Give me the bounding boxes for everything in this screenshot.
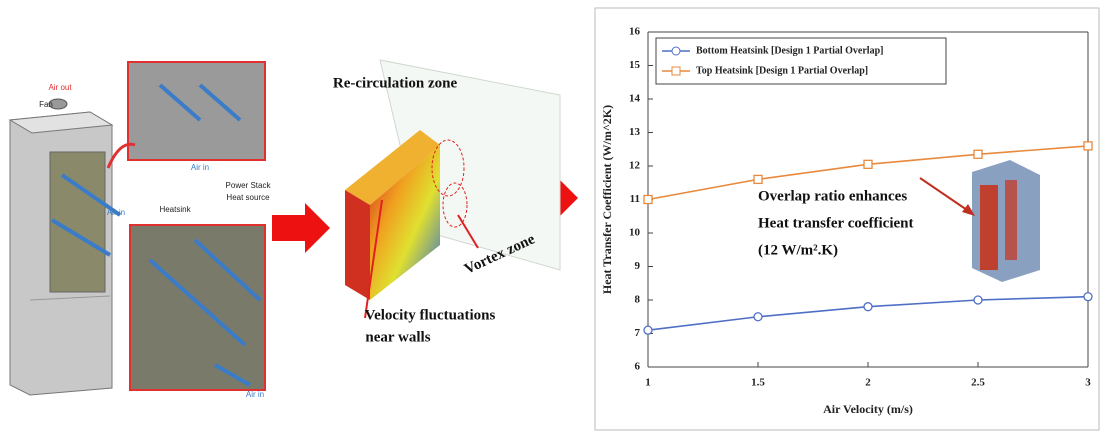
y-axis-title: Heat Transfer Coefficient (W/m^2K)	[600, 105, 614, 294]
legend-label: Top Heatsink [Design 1 Partial Overlap]	[696, 65, 868, 76]
cabinet-label: Air in	[107, 208, 125, 217]
cabinet-label: Air out	[48, 83, 72, 92]
x-tick-label: 3	[1085, 377, 1091, 389]
cfd-label: near walls	[365, 329, 430, 345]
y-tick-label: 13	[629, 126, 641, 138]
annotation: Heat transfer coefficient	[758, 215, 914, 231]
cabinet-label: Power Stack	[226, 181, 272, 190]
y-tick-label: 7	[635, 327, 641, 339]
annotation: Overlap ratio enhances	[758, 188, 907, 204]
y-tick-label: 16	[629, 26, 641, 38]
marker	[643, 325, 653, 335]
marker	[753, 312, 763, 322]
cabinet-illustration	[8, 61, 266, 396]
x-tick-label: 2.5	[971, 377, 985, 389]
marker	[643, 194, 653, 205]
x-tick-label: 1	[645, 377, 651, 389]
heatsink-inset	[972, 160, 1040, 282]
cfd-illustration	[345, 59, 561, 319]
legend-marker	[671, 46, 681, 56]
marker	[1083, 141, 1093, 151]
annotation: (12 W/m².K)	[758, 242, 838, 258]
y-tick-label: 6	[635, 361, 641, 373]
marker	[973, 149, 983, 159]
y-tick-label: 9	[635, 260, 641, 272]
marker	[863, 302, 873, 312]
cfd-label: Velocity fluctuations	[365, 307, 496, 323]
cabinet-label: Heat source	[226, 193, 270, 202]
cabinet-label: Air in	[191, 163, 209, 172]
marker	[863, 159, 873, 169]
annotation-arrowhead	[962, 204, 975, 216]
y-tick-label: 10	[629, 227, 641, 239]
cfd-label: Re-circulation zone	[333, 75, 458, 91]
y-tick-label: 15	[629, 59, 641, 71]
cabinet-label: Heatsink	[159, 205, 191, 214]
annotation-arrow	[919, 177, 971, 213]
legend-box	[655, 37, 947, 85]
y-tick-label: 11	[630, 193, 640, 205]
legend-marker	[671, 66, 681, 76]
y-tick-label: 12	[629, 160, 641, 172]
marker	[1083, 291, 1093, 302]
cabinet-label: Air in	[246, 390, 264, 399]
cabinet-label: Fan	[39, 100, 53, 109]
marker	[973, 295, 983, 305]
flow-arrow	[272, 203, 330, 253]
y-tick-label: 8	[635, 294, 641, 306]
legend-label: Bottom Heatsink [Design 1 Partial Overla…	[696, 45, 883, 56]
x-axis-title: Air Velocity (m/s)	[823, 402, 913, 416]
x-tick-label: 1.5	[751, 377, 765, 389]
x-tick-label: 2	[865, 377, 871, 389]
y-tick-label: 14	[629, 93, 641, 105]
marker	[753, 174, 763, 185]
